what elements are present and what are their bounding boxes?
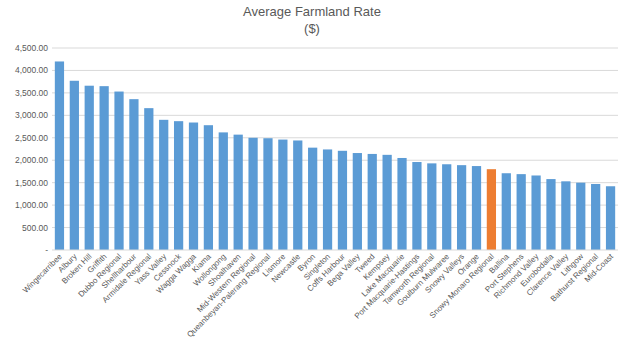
- bar: [278, 140, 287, 250]
- bar: [144, 108, 153, 250]
- bar: [606, 186, 615, 250]
- y-tick-label: 4,500.00: [15, 43, 48, 53]
- bar: [85, 86, 94, 250]
- x-axis-line: [52, 250, 618, 251]
- grid-line: [52, 48, 618, 49]
- y-tick-label: -: [45, 245, 48, 255]
- bar: [397, 158, 406, 250]
- bar: [517, 174, 526, 250]
- bar: [263, 138, 272, 250]
- bar: [487, 169, 496, 250]
- y-tick-label: 2,000.00: [15, 155, 48, 165]
- bar: [55, 61, 64, 250]
- bar: [412, 162, 421, 250]
- y-tick-label: 500.00: [22, 223, 48, 233]
- bar: [159, 120, 168, 250]
- bar: [100, 86, 109, 250]
- chart-container: Average Farmland Rate ($) - 500.00 1,000.00 1…: [0, 0, 624, 349]
- x-tick-label: Wagga Wagga: [155, 252, 199, 296]
- bar: [591, 184, 600, 250]
- y-tick-label: 4,000.00: [15, 65, 48, 75]
- bar: [561, 181, 570, 250]
- bar: [442, 164, 451, 250]
- x-tick-label: Wingecarribee: [21, 252, 64, 295]
- bar: [531, 175, 540, 250]
- bar: [353, 153, 362, 250]
- bar: [308, 148, 317, 250]
- bar: [576, 183, 585, 250]
- bar: [219, 132, 228, 250]
- bar: [234, 135, 243, 250]
- grid-line: [52, 70, 618, 71]
- bar: [129, 99, 138, 250]
- chart-title: Average Farmland Rate: [243, 4, 381, 19]
- x-tick-label: Mid-Coast: [583, 252, 616, 285]
- bar: [293, 140, 302, 250]
- bar: [248, 138, 257, 250]
- bar: [323, 149, 332, 250]
- bar: [174, 121, 183, 250]
- y-tick-label: 1,500.00: [15, 178, 48, 188]
- x-tick-label: Queanbeyan-Palerang Regional: [185, 252, 272, 339]
- bar: [204, 125, 213, 250]
- chart-subtitle: ($): [304, 21, 320, 36]
- bar: [502, 173, 511, 250]
- bar: [427, 163, 436, 250]
- bar: [472, 166, 481, 250]
- bar: [457, 165, 466, 250]
- chart-svg: Average Farmland Rate ($) - 500.00 1,000.00 1…: [0, 0, 624, 349]
- bar: [114, 92, 123, 250]
- bar: [189, 123, 198, 250]
- y-tick-label: 2,500.00: [15, 133, 48, 143]
- y-tick-label: 3,000.00: [15, 110, 48, 120]
- grid-line: [52, 92, 618, 93]
- x-tick-label: Mid-Western Regional: [195, 252, 257, 314]
- bar: [546, 179, 555, 250]
- bar: [70, 81, 79, 250]
- bar: [338, 151, 347, 250]
- bar: [368, 154, 377, 250]
- y-tick-label: 1,000.00: [15, 200, 48, 210]
- bars: [55, 61, 615, 250]
- bar: [383, 155, 392, 250]
- y-tick-label: 3,500.00: [15, 88, 48, 98]
